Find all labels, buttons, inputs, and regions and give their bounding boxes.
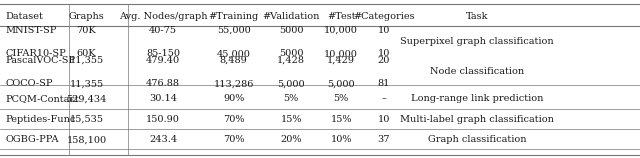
Text: 15%: 15% [280, 115, 302, 124]
Text: 11,355: 11,355 [69, 56, 104, 64]
Text: 70%: 70% [223, 135, 244, 144]
Text: –: – [381, 94, 387, 103]
Text: 70K: 70K [77, 26, 96, 34]
Text: 15%: 15% [330, 115, 352, 124]
Text: 10: 10 [378, 49, 390, 58]
Text: #Categories: #Categories [353, 12, 415, 21]
Text: Graphs: Graphs [68, 12, 104, 21]
Text: PascalVOC-SP: PascalVOC-SP [5, 56, 76, 64]
Text: 60K: 60K [77, 49, 96, 58]
Text: 40-75: 40-75 [149, 26, 177, 34]
Text: #Validation: #Validation [262, 12, 320, 21]
Text: 10%: 10% [330, 135, 352, 144]
Text: 10,000: 10,000 [324, 26, 358, 34]
Text: Task: Task [465, 12, 488, 21]
Text: 529,434: 529,434 [66, 94, 107, 103]
Text: 479.40: 479.40 [146, 56, 180, 64]
Text: 20: 20 [378, 56, 390, 64]
Text: 15,535: 15,535 [69, 115, 104, 124]
Text: 37: 37 [378, 135, 390, 144]
Text: Peptides-Func: Peptides-Func [5, 115, 76, 124]
Text: 10: 10 [378, 26, 390, 34]
Text: 30.14: 30.14 [149, 94, 177, 103]
Text: 1,429: 1,429 [327, 56, 355, 64]
Text: 158,100: 158,100 [67, 135, 106, 144]
Text: 20%: 20% [280, 135, 302, 144]
Text: 45,000: 45,000 [217, 49, 250, 58]
Text: 90%: 90% [223, 94, 244, 103]
Text: Long-range link prediction: Long-range link prediction [411, 94, 543, 103]
Text: Multi-label graph classification: Multi-label graph classification [400, 115, 554, 124]
Text: 55,000: 55,000 [217, 26, 250, 34]
Text: CIFAR10-SP: CIFAR10-SP [5, 49, 66, 58]
Text: COCO-SP: COCO-SP [5, 79, 52, 88]
Text: 5,000: 5,000 [277, 79, 305, 88]
Text: 81: 81 [378, 79, 390, 88]
Text: 476.88: 476.88 [146, 79, 180, 88]
Text: #Training: #Training [209, 12, 259, 21]
Text: 5%: 5% [284, 94, 299, 103]
Text: 5%: 5% [333, 94, 349, 103]
Text: Superpixel graph classification: Superpixel graph classification [400, 37, 554, 46]
Text: 150.90: 150.90 [147, 115, 180, 124]
Text: Graph classification: Graph classification [428, 135, 526, 144]
Text: 10: 10 [378, 115, 390, 124]
Text: Node classification: Node classification [429, 67, 524, 76]
Text: Dataset: Dataset [5, 12, 43, 21]
Text: 11,355: 11,355 [69, 79, 104, 88]
Text: 1,428: 1,428 [277, 56, 305, 64]
Text: 5000: 5000 [279, 49, 303, 58]
Text: 85-150: 85-150 [146, 49, 180, 58]
Text: 8,489: 8,489 [220, 56, 248, 64]
Text: #Test: #Test [327, 12, 355, 21]
Text: 5000: 5000 [279, 26, 303, 34]
Text: Avg. Nodes/graph: Avg. Nodes/graph [119, 12, 207, 21]
Text: 113,286: 113,286 [213, 79, 254, 88]
Text: 10,000: 10,000 [324, 49, 358, 58]
Text: 5,000: 5,000 [327, 79, 355, 88]
Text: 70%: 70% [223, 115, 244, 124]
Text: 243.4: 243.4 [149, 135, 177, 144]
Text: OGBG-PPA: OGBG-PPA [5, 135, 59, 144]
Text: PCQM-Contact: PCQM-Contact [5, 94, 79, 103]
Text: MNIST-SP: MNIST-SP [5, 26, 56, 34]
